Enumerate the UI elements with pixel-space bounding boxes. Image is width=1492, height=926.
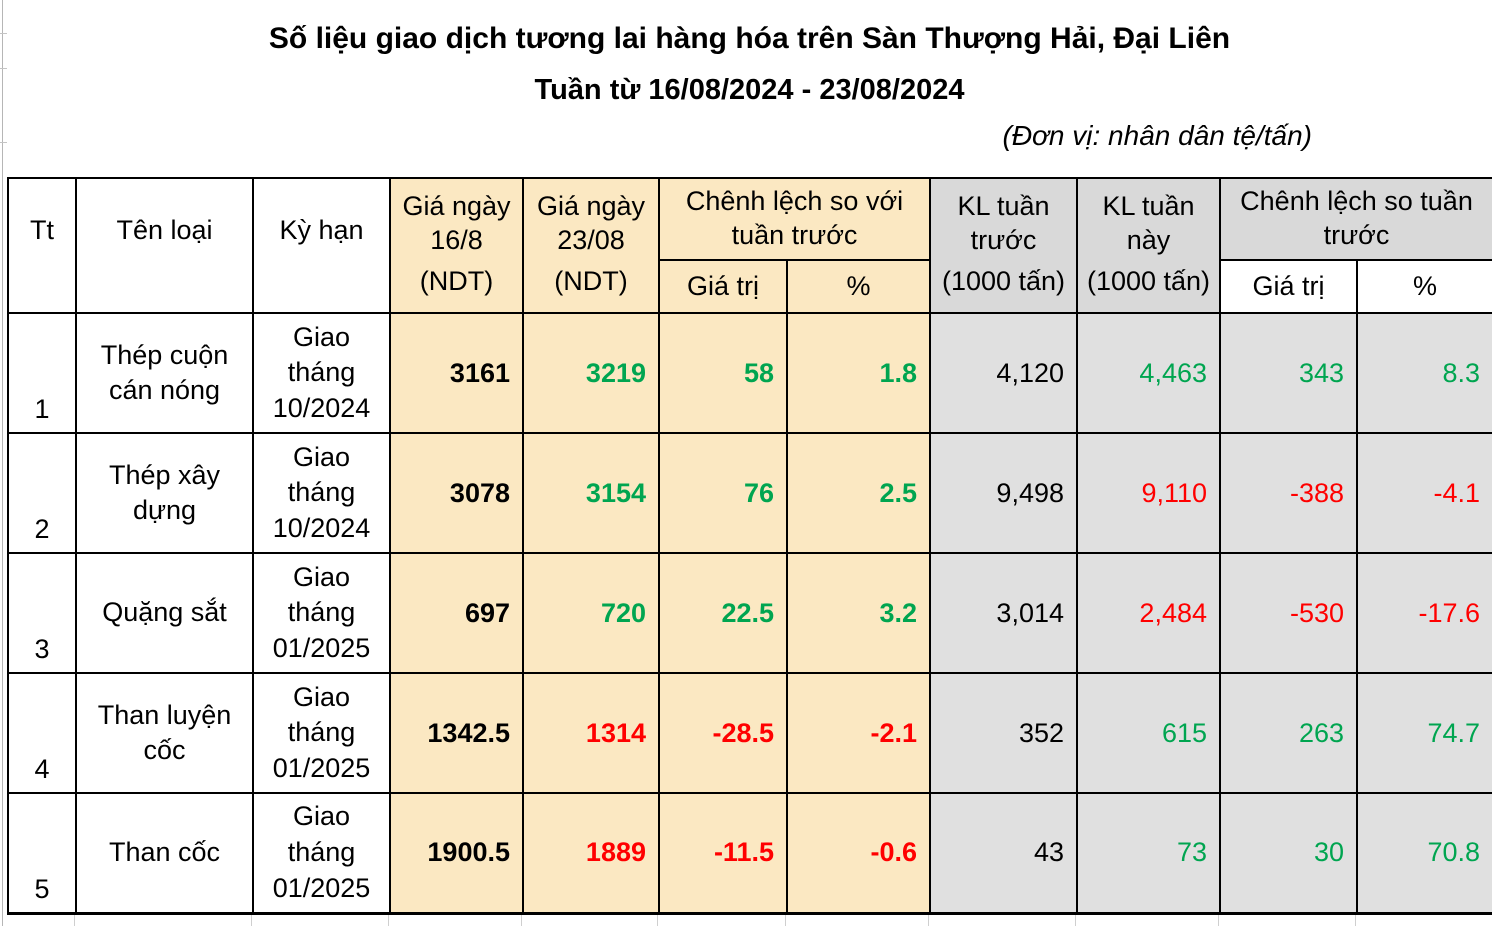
cell-kl-tuan-nay: 615 bbox=[1076, 672, 1221, 794]
cell-ky-han: Giao tháng 10/2024 bbox=[252, 312, 391, 434]
cell-kl-tuan-nay: 73 bbox=[1076, 792, 1221, 914]
cell-tt: 3 bbox=[7, 552, 77, 674]
header-tt: Tt bbox=[7, 177, 77, 314]
unit-note: (Đơn vị: nhân dân tệ/tấn) bbox=[1002, 120, 1312, 151]
cell-ten-loai: Thép xây dựng bbox=[75, 432, 254, 554]
cell-kl-chenh-pct: 74.7 bbox=[1355, 672, 1492, 794]
header-ten-loai: Tên loại bbox=[75, 177, 254, 314]
sheet-gridline-tick bbox=[0, 68, 7, 69]
cell-kl-chenh-pct: 8.3 bbox=[1355, 312, 1492, 434]
cell-ky-han: Giao tháng 01/2025 bbox=[252, 672, 391, 794]
page-title: Số liệu giao dịch tương lai hàng hóa trê… bbox=[268, 22, 1231, 55]
sheet-gridline-vertical bbox=[2, 0, 3, 926]
cell-kl-tuan-truoc: 9,498 bbox=[929, 432, 1078, 554]
cell-ten-loai: Thép cuộn cán nóng bbox=[75, 312, 254, 434]
cell-ten-loai: Than cốc bbox=[75, 792, 254, 914]
cell-kl-chenh-pct: -4.1 bbox=[1355, 432, 1492, 554]
header-ky-han: Kỳ hạn bbox=[252, 177, 391, 314]
table-row: 4 Than luyện cốc Giao tháng 01/2025 1342… bbox=[7, 672, 1492, 794]
cell-tt: 4 bbox=[7, 672, 77, 794]
cell-ky-han: Giao tháng 01/2025 bbox=[252, 552, 391, 674]
cell-chenh-lech-pct: 2.5 bbox=[786, 432, 931, 554]
sheet-row-below-table bbox=[7, 914, 1492, 926]
cell-kl-tuan-nay: 2,484 bbox=[1076, 552, 1221, 674]
cell-chenh-lech-gia-tri: -28.5 bbox=[658, 672, 788, 794]
cell-kl-tuan-nay: 4,463 bbox=[1076, 312, 1221, 434]
header-kl-tuan-nay: KL tuần này (1000 tấn) bbox=[1076, 177, 1221, 314]
cell-kl-chenh-gia-tri: 30 bbox=[1219, 792, 1358, 914]
cell-gia-23-08: 1314 bbox=[522, 672, 660, 794]
cell-ky-han: Giao tháng 10/2024 bbox=[252, 432, 391, 554]
header-gia-ngay-23-08: Giá ngày 23/08 (NDT) bbox=[522, 177, 660, 314]
subheader-gia-tri-2: Giá trị bbox=[1219, 259, 1358, 314]
cell-kl-chenh-pct: 70.8 bbox=[1355, 792, 1492, 914]
cell-gia-23-08: 1889 bbox=[522, 792, 660, 914]
cell-gia-23-08: 3154 bbox=[522, 432, 660, 554]
cell-kl-tuan-truoc: 43 bbox=[929, 792, 1078, 914]
cell-gia-16-8: 697 bbox=[389, 552, 524, 674]
cell-gia-23-08: 3219 bbox=[522, 312, 660, 434]
table-row: 2 Thép xây dựng Giao tháng 10/2024 3078 … bbox=[7, 432, 1492, 554]
subheader-pct-2: % bbox=[1355, 259, 1492, 314]
header-row-2: Giá trị % Giá trị % bbox=[8, 259, 1492, 314]
cell-gia-16-8: 1900.5 bbox=[389, 792, 524, 914]
cell-tt: 5 bbox=[7, 792, 77, 914]
cell-kl-chenh-gia-tri: -388 bbox=[1219, 432, 1358, 554]
cell-gia-16-8: 3161 bbox=[389, 312, 524, 434]
cell-gia-16-8: 3078 bbox=[389, 432, 524, 554]
subheader-gia-tri: Giá trị bbox=[658, 259, 788, 314]
cell-tt: 2 bbox=[7, 432, 77, 554]
cell-ky-han: Giao tháng 01/2025 bbox=[252, 792, 391, 914]
cell-gia-23-08: 720 bbox=[522, 552, 660, 674]
table-row: 3 Quặng sắt Giao tháng 01/2025 697 720 2… bbox=[7, 552, 1492, 674]
cell-ten-loai: Than luyện cốc bbox=[75, 672, 254, 794]
cell-kl-tuan-truoc: 4,120 bbox=[929, 312, 1078, 434]
cell-ten-loai: Quặng sắt bbox=[75, 552, 254, 674]
cell-chenh-lech-pct: -0.6 bbox=[786, 792, 931, 914]
table-body: 1 Thép cuộn cán nóng Giao tháng 10/2024 … bbox=[7, 312, 1492, 914]
cell-chenh-lech-gia-tri: 22.5 bbox=[658, 552, 788, 674]
table-row: 1 Thép cuộn cán nóng Giao tháng 10/2024 … bbox=[7, 312, 1492, 434]
cell-chenh-lech-gia-tri: -11.5 bbox=[658, 792, 788, 914]
cell-kl-chenh-gia-tri: 343 bbox=[1219, 312, 1358, 434]
cell-kl-chenh-gia-tri: 263 bbox=[1219, 672, 1358, 794]
cell-kl-chenh-gia-tri: -530 bbox=[1219, 552, 1358, 674]
cell-tt: 1 bbox=[7, 312, 77, 434]
header-kl-tuan-truoc: KL tuần trước (1000 tấn) bbox=[929, 177, 1078, 314]
header-row-1: Tt Tên loại Kỳ hạn Giá ngày 16/8 (NDT) G… bbox=[7, 176, 1492, 314]
header-gia-ngay-16-8: Giá ngày 16/8 (NDT) bbox=[389, 177, 524, 314]
title-block: Số liệu giao dịch tương lai hàng hóa trê… bbox=[7, 0, 1492, 177]
header-chenh-lech-gia: Chênh lệch so với tuần trước bbox=[658, 176, 931, 262]
subheader-pct: % bbox=[786, 259, 931, 314]
report-area: Số liệu giao dịch tương lai hàng hóa trê… bbox=[7, 0, 1492, 926]
futures-table: Tt Tên loại Kỳ hạn Giá ngày 16/8 (NDT) G… bbox=[7, 176, 1492, 915]
sheet-gridline-tick bbox=[0, 142, 7, 143]
cell-chenh-lech-pct: 1.8 bbox=[786, 312, 931, 434]
page-subtitle: Tuần từ 16/08/2024 - 23/08/2024 bbox=[534, 74, 965, 106]
cell-kl-tuan-nay: 9,110 bbox=[1076, 432, 1221, 554]
sheet-left-margin bbox=[0, 0, 7, 926]
header-chenh-lech-kl: Chênh lệch so tuần trước bbox=[1218, 176, 1492, 262]
cell-kl-tuan-truoc: 3,014 bbox=[929, 552, 1078, 674]
table-row: 5 Than cốc Giao tháng 01/2025 1900.5 188… bbox=[7, 792, 1492, 914]
cell-chenh-lech-pct: -2.1 bbox=[786, 672, 931, 794]
cell-gia-16-8: 1342.5 bbox=[389, 672, 524, 794]
cell-chenh-lech-gia-tri: 58 bbox=[658, 312, 788, 434]
cell-chenh-lech-gia-tri: 76 bbox=[658, 432, 788, 554]
cell-kl-chenh-pct: -17.6 bbox=[1355, 552, 1492, 674]
cell-kl-tuan-truoc: 352 bbox=[929, 672, 1078, 794]
cell-chenh-lech-pct: 3.2 bbox=[786, 552, 931, 674]
sheet-gridline-tick bbox=[0, 33, 7, 34]
